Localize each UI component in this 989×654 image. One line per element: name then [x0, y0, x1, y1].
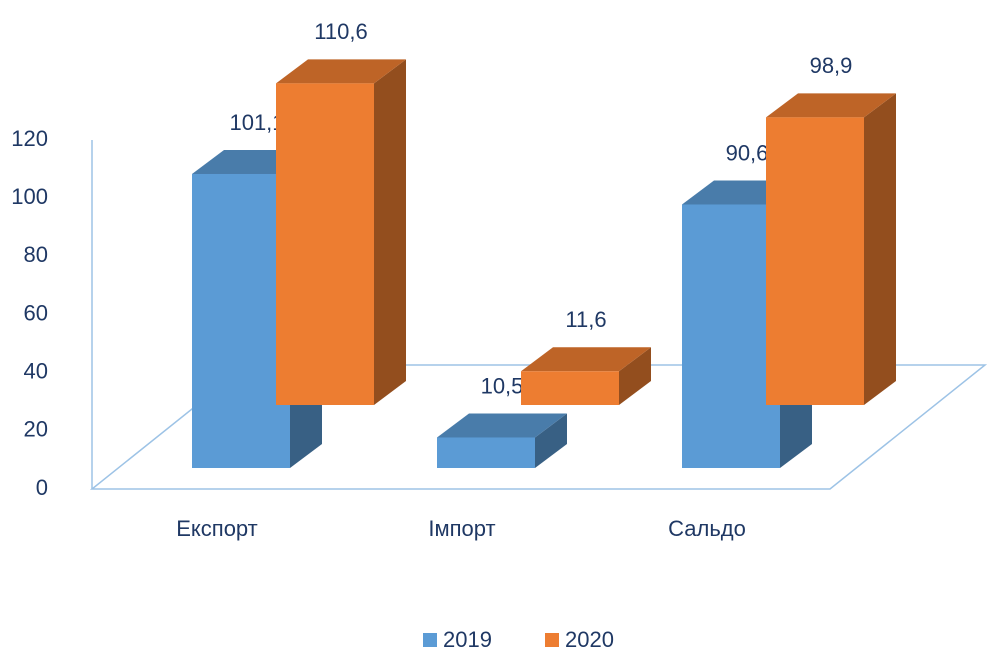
legend-swatch: [423, 633, 437, 647]
value-label: 10,5: [481, 373, 524, 398]
bar-top: [766, 93, 896, 118]
value-label: 101,1: [229, 110, 284, 135]
bar-top: [437, 413, 567, 438]
bar: [437, 437, 535, 468]
bar-top: [521, 347, 651, 372]
value-label: 110,6: [314, 19, 367, 44]
y-tick-label: 0: [36, 475, 48, 500]
y-tick-label: 20: [24, 417, 48, 442]
value-label: 11,6: [565, 307, 606, 332]
bar: [682, 204, 780, 468]
x-tick-label: Сальдо: [668, 516, 746, 541]
y-tick-label: 100: [11, 184, 48, 209]
bar-side: [864, 93, 896, 405]
value-label: 90,6: [726, 140, 769, 165]
bar: [766, 117, 864, 405]
bar: [521, 371, 619, 405]
value-label: 98,9: [810, 53, 853, 78]
x-tick-label: Експорт: [176, 516, 258, 541]
legend-label: 2019: [443, 627, 492, 652]
bar-side: [619, 347, 651, 405]
y-tick-label: 40: [24, 358, 48, 383]
legend-swatch: [545, 633, 559, 647]
bar: [276, 83, 374, 406]
bar-top: [276, 59, 406, 84]
x-tick-label: Імпорт: [428, 516, 495, 541]
legend-label: 2020: [565, 627, 614, 652]
y-tick-label: 120: [11, 126, 48, 151]
bar: [192, 173, 290, 468]
bar-side: [374, 59, 406, 406]
bar-side: [535, 413, 567, 468]
y-tick-label: 80: [24, 242, 48, 267]
y-tick-label: 60: [24, 300, 48, 325]
